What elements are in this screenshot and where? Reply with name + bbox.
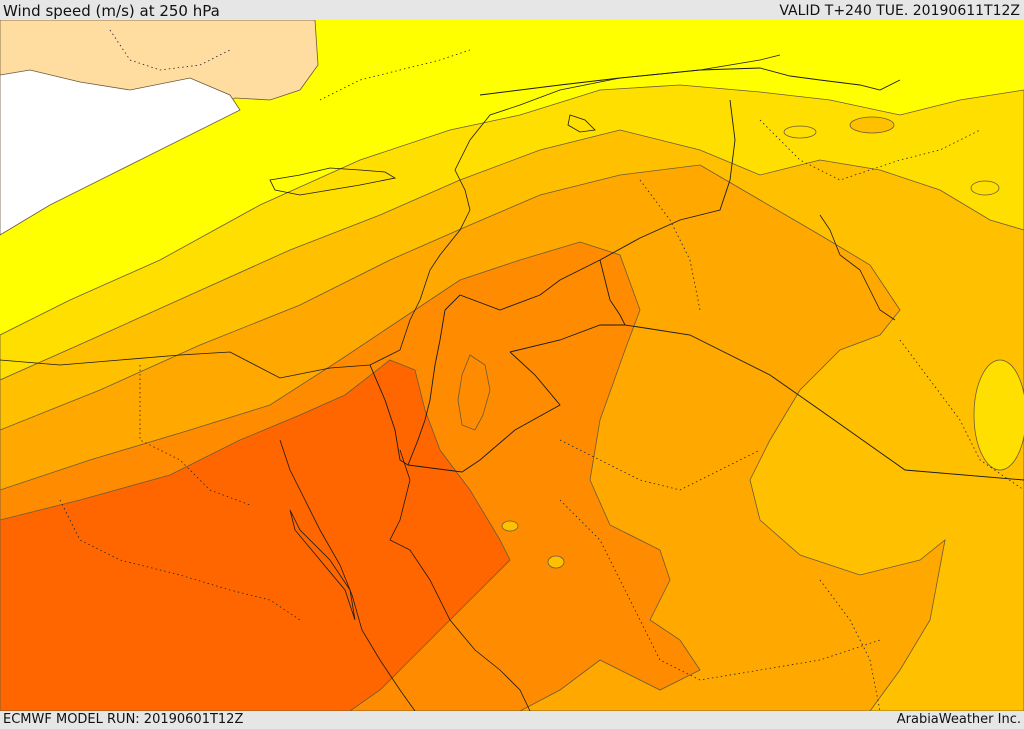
admin-boundary [139,365,251,506]
coastline [279,439,416,711]
blob [849,116,895,134]
credit: ArabiaWeather Inc. [896,712,1021,727]
admin-boundary [109,29,231,71]
core-blob [457,354,491,431]
admin-boundary [899,339,1024,491]
admin-boundary [559,439,761,491]
blob [970,180,1000,196]
header-bar: Wind speed (m/s) at 250 hPa VALID T+240 … [0,0,1024,20]
admin-boundary [819,579,881,711]
national-border [509,324,625,353]
admin-boundary [319,49,471,101]
model-run: ECMWF MODEL RUN: 20190601T12Z [3,712,244,727]
coastline [389,449,531,711]
admin-boundary [639,179,701,311]
coastline [289,509,356,621]
map-title: Wind speed (m/s) at 250 hPa [3,2,220,20]
national-border [599,259,1024,481]
footer-bar: ECMWF MODEL RUN: 20190601T12Z ArabiaWeat… [0,711,1024,729]
band-core [0,359,511,711]
blob [973,359,1024,471]
national-border [407,339,441,466]
blob [783,125,817,139]
valid-time: VALID T+240 TUE. 20190611T12Z [779,3,1020,19]
coastline [269,167,397,196]
coastline [567,114,596,133]
blob [501,520,519,532]
national-border [369,364,409,466]
blob [547,555,565,569]
wind-speed-map[interactable] [0,20,1024,711]
national-border [407,351,561,473]
coastline [0,54,781,379]
band-white [0,69,241,236]
coastline [819,214,896,321]
national-border [479,67,901,96]
